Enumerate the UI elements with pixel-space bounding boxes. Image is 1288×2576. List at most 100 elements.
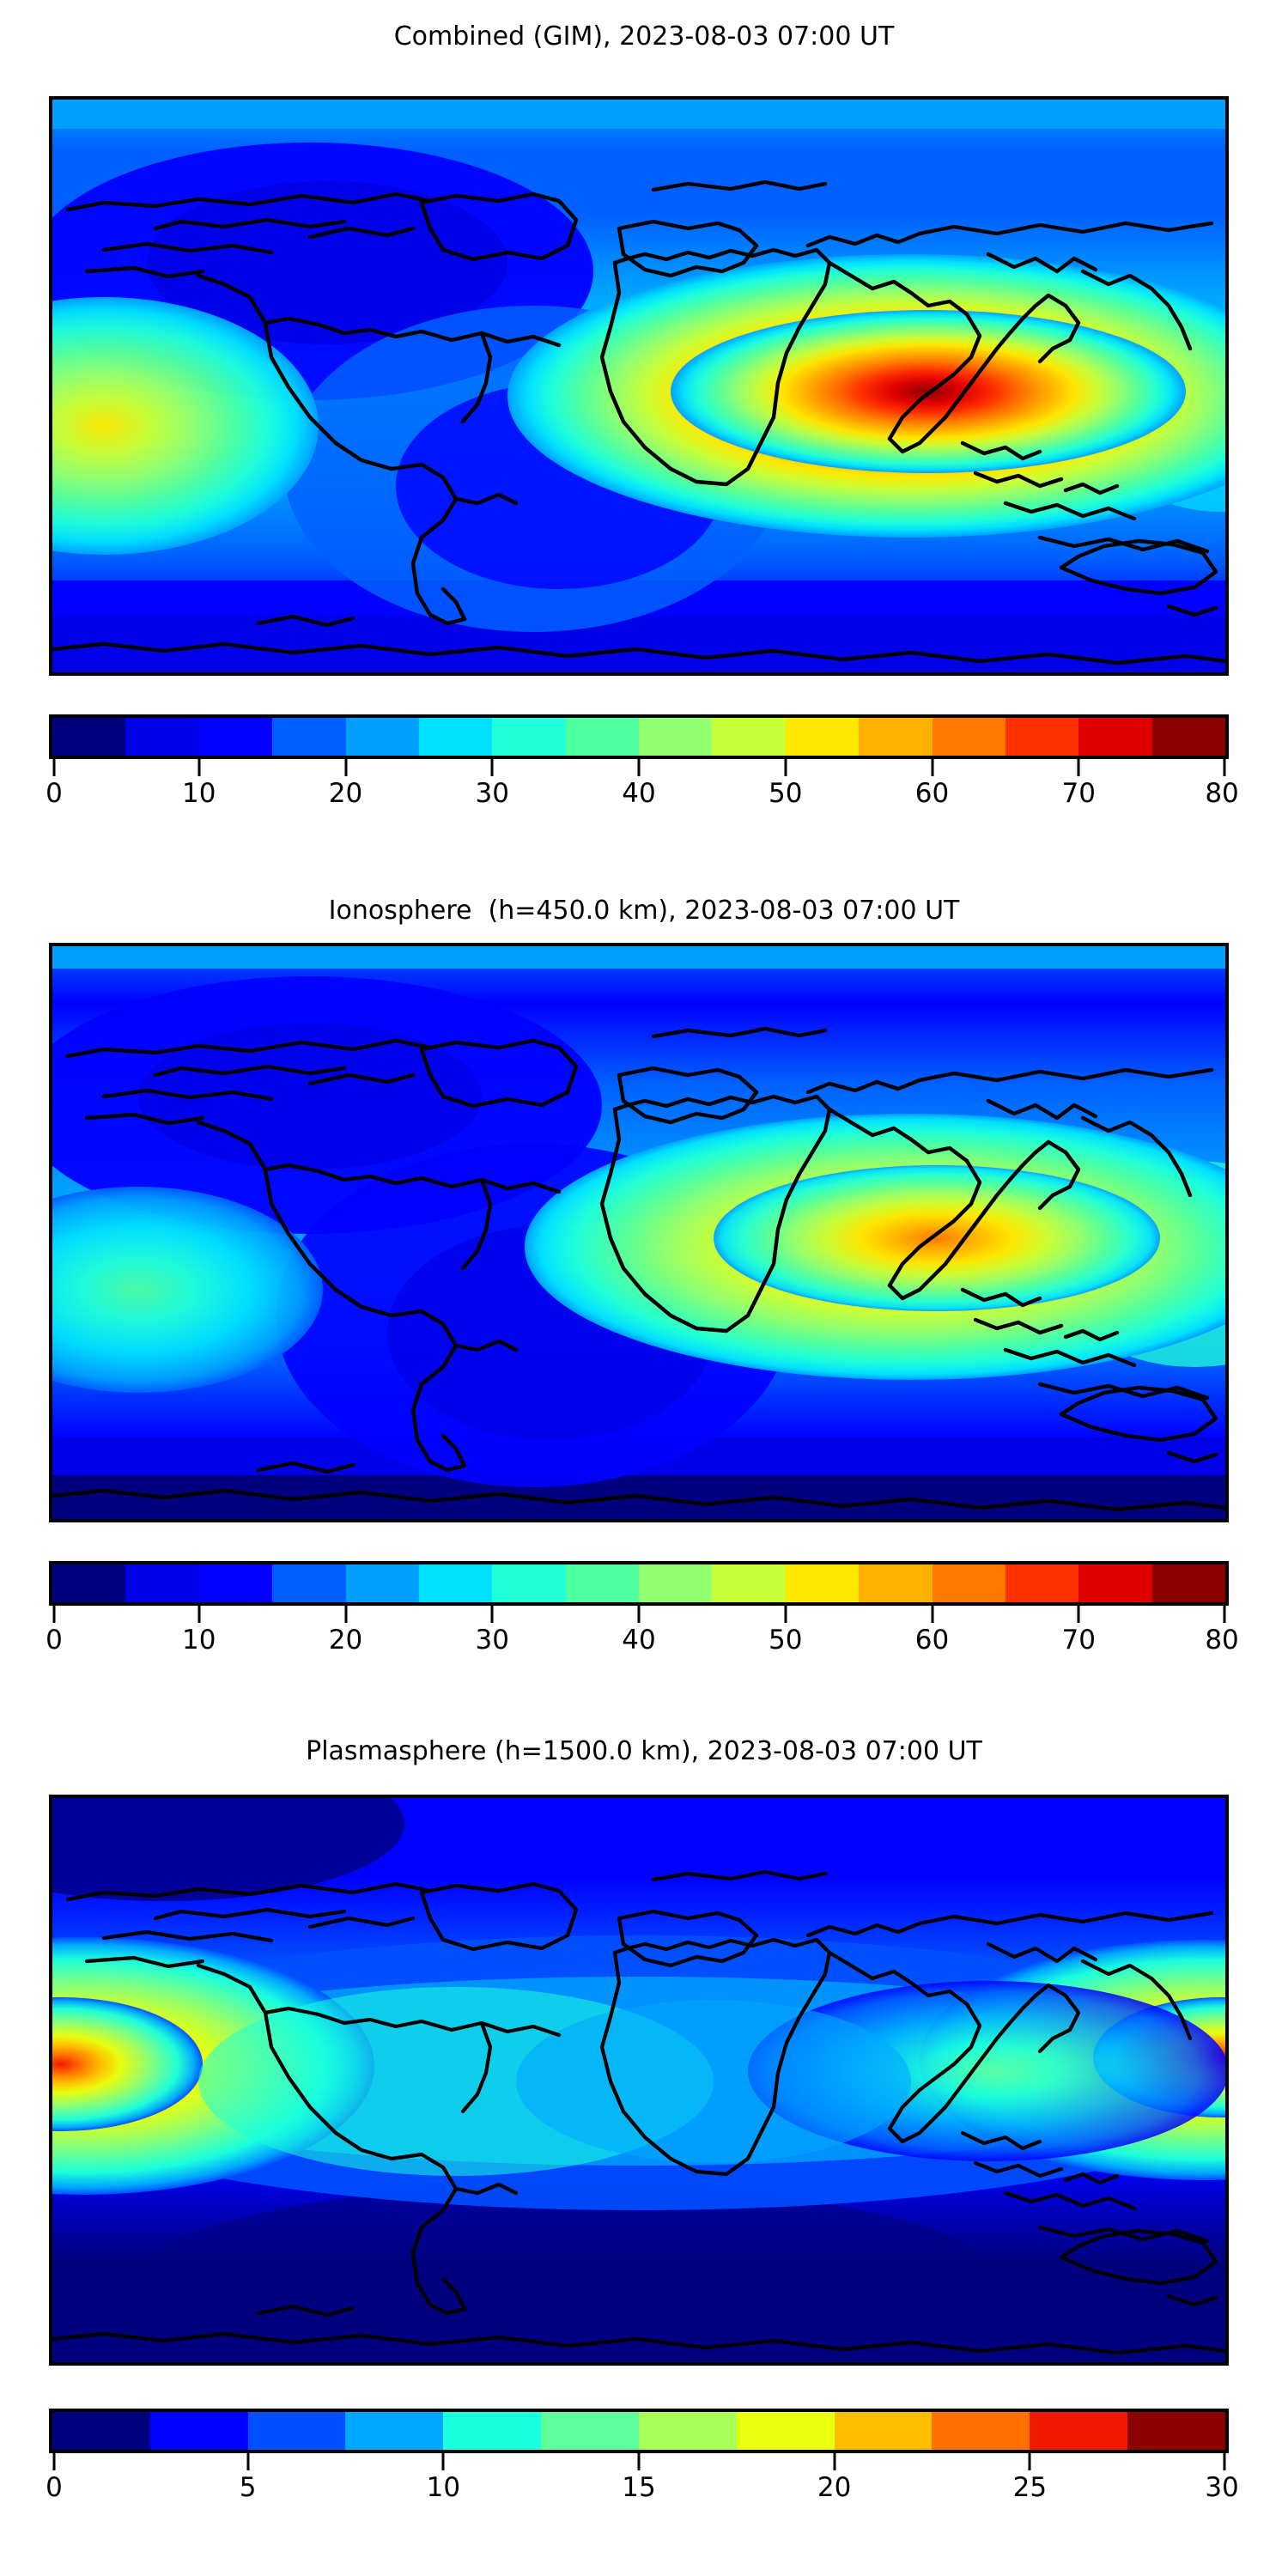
colorbar-tick-label-0: 0 (46, 778, 63, 809)
colorbar-tick-25 (1028, 2453, 1031, 2470)
colorbar-band-14 (1078, 718, 1152, 756)
colorbar-band-10 (785, 718, 860, 756)
colorbar-band-8 (834, 2412, 933, 2450)
colorbar-band-7 (565, 1564, 639, 1602)
colorbar-tick-label-10: 10 (182, 778, 216, 809)
colorbar-band-13 (1005, 718, 1079, 756)
colorbar-tick-50 (784, 759, 787, 776)
colorbar-band-8 (639, 718, 713, 756)
colorbar-tick-label-40: 40 (622, 1625, 656, 1656)
colorbar-tick-label-30: 30 (475, 1625, 509, 1656)
colorbar-combined-gim (49, 714, 1229, 759)
colorbar-tick-0 (52, 2453, 55, 2470)
map-axes-plasmasphere-1500 (49, 1795, 1229, 2366)
colorbar-tick-30 (490, 759, 494, 776)
colorbar-tick-70 (1077, 759, 1080, 776)
colorbar-tick-0 (52, 759, 55, 776)
colorbar-tick-label-60: 60 (914, 1625, 950, 1656)
panel-title-plasmasphere-1500: Plasmasphere (h=1500.0 km), 2023-08-03 0… (306, 1736, 982, 1766)
colorbar-wrap-combined-gim: 0 10 20 30 40 50 60 70 80 (46, 714, 1239, 816)
colorbar-tick-label-0: 0 (46, 1625, 63, 1656)
colorbar-band-4 (443, 2412, 542, 2450)
colorbar-band-8 (639, 1564, 713, 1602)
colorbar-tick-80 (1223, 1606, 1225, 1623)
colorbar-tick-15 (637, 2453, 641, 2470)
colorbar-ionosphere-450 (49, 1561, 1229, 1606)
colorbar-band-6 (492, 1564, 566, 1602)
colorbar-band-6 (492, 718, 566, 756)
colorbar-tick-label-15: 15 (622, 2472, 656, 2503)
colorbar-tick-label-50: 50 (769, 1625, 803, 1656)
colorbar-tick-10 (197, 759, 201, 776)
colorbar-band-11 (859, 1564, 933, 1602)
panel-ionosphere-450: Ionosphere (h=450.0 km), 2023-08-03 07:0… (0, 850, 1288, 1709)
colorbar-tick-label-20: 20 (328, 1625, 363, 1656)
colorbar-band-11 (1127, 2412, 1225, 2450)
colorbar-tick-5 (246, 2453, 250, 2470)
colorbar-band-3 (272, 1564, 346, 1602)
colorbar-tick-50 (784, 1606, 787, 1623)
panel-combined-gim: Combined (GIM), 2023-08-03 07:00 UT (0, 0, 1288, 859)
colorbar-tick-label-10: 10 (426, 2472, 461, 2503)
colorbar-tick-20 (344, 759, 347, 776)
tec-contour-map-ionosphere (52, 946, 1225, 1519)
colorbar-tick-40 (637, 1606, 641, 1623)
colorbar-band-1 (125, 1564, 199, 1602)
colorbar-band-13 (1005, 1564, 1079, 1602)
colorbar-tick-label-80: 80 (1205, 778, 1239, 809)
colorbar-tick-40 (637, 759, 641, 776)
colorbar-wrap-plasmasphere-1500: 0 5 10 15 20 25 30 (46, 2409, 1239, 2510)
colorbar-tick-label-5: 5 (239, 2472, 257, 2503)
colorbar-band-9 (712, 718, 786, 756)
colorbar-wrap-ionosphere-450: 0 10 20 30 40 50 60 70 80 (46, 1561, 1239, 1662)
colorbar-band-4 (345, 1564, 419, 1602)
colorbar-tick-20 (344, 1606, 347, 1623)
colorbar-tick-label-30: 30 (475, 778, 509, 809)
colorbar-tick-60 (931, 759, 933, 776)
colorbar-tick-70 (1077, 1606, 1080, 1623)
colorbar-band-7 (736, 2412, 835, 2450)
colorbar-tick-label-20: 20 (328, 778, 363, 809)
colorbar-band-0 (52, 2412, 150, 2450)
map-axes-ionosphere-450 (49, 943, 1229, 1522)
colorbar-labels-combined-gim: 0 10 20 30 40 50 60 70 80 (46, 778, 1239, 816)
colorbar-tick-label-70: 70 (1061, 1625, 1096, 1656)
colorbar-band-15 (1151, 1564, 1225, 1602)
colorbar-band-12 (932, 1564, 1005, 1602)
colorbar-band-5 (418, 1564, 493, 1602)
colorbar-tick-30 (1223, 2453, 1225, 2470)
colorbar-tick-label-10: 10 (182, 1625, 216, 1656)
colorbar-tick-label-80: 80 (1205, 1625, 1239, 1656)
colorbar-band-4 (345, 718, 419, 756)
colorbar-ticks-combined-gim (49, 759, 1229, 778)
colorbar-ticks-ionosphere-450 (49, 1606, 1229, 1625)
colorbar-band-2 (247, 2412, 346, 2450)
colorbar-band-0 (52, 718, 126, 756)
colorbar-tick-label-60: 60 (914, 778, 950, 809)
colorbar-labels-plasmasphere-1500: 0 5 10 15 20 25 30 (46, 2472, 1239, 2510)
colorbar-tick-label-40: 40 (622, 778, 656, 809)
colorbar-tick-label-70: 70 (1061, 778, 1096, 809)
colorbar-band-11 (859, 718, 933, 756)
colorbar-band-10 (1030, 2412, 1128, 2450)
colorbar-tick-label-30: 30 (1205, 2472, 1239, 2503)
tec-contour-map-combined (52, 100, 1225, 672)
panel-title-ionosphere-450: Ionosphere (h=450.0 km), 2023-08-03 07:0… (328, 896, 960, 926)
colorbar-band-2 (198, 718, 273, 756)
map-axes-combined-gim (49, 96, 1229, 676)
panel-plasmasphere-1500: Plasmasphere (h=1500.0 km), 2023-08-03 0… (0, 1709, 1288, 2576)
colorbar-tick-10 (441, 2453, 445, 2470)
colorbar-band-9 (712, 1564, 786, 1602)
colorbar-band-12 (932, 718, 1005, 756)
colorbar-plasmasphere-1500 (49, 2409, 1229, 2453)
panel-title-combined-gim: Combined (GIM), 2023-08-03 07:00 UT (393, 21, 895, 52)
colorbar-band-5 (418, 718, 493, 756)
colorbar-band-14 (1078, 1564, 1152, 1602)
colorbar-tick-0 (52, 1606, 55, 1623)
colorbar-tick-label-50: 50 (769, 778, 803, 809)
colorbar-band-7 (565, 718, 639, 756)
colorbar-band-6 (638, 2412, 737, 2450)
colorbar-tick-60 (931, 1606, 933, 1623)
tec-contour-map-plasmasphere (52, 1798, 1225, 2362)
colorbar-tick-30 (490, 1606, 494, 1623)
